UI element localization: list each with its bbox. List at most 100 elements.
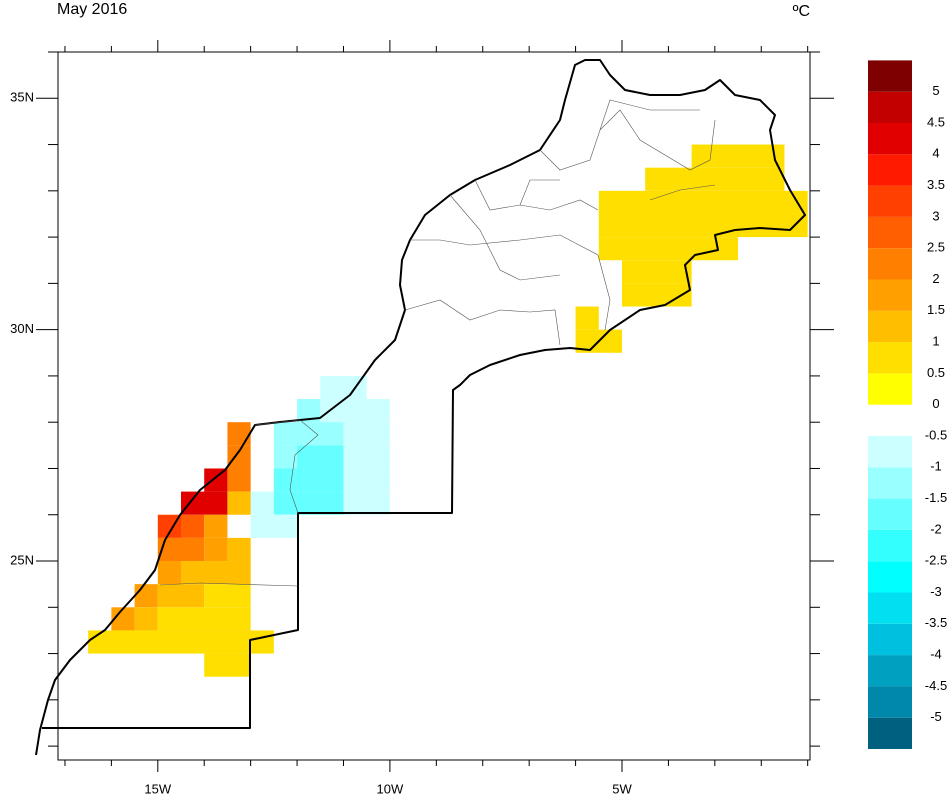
colorbar-label: 5 [932,83,939,98]
colorbar-label: -4.5 [925,678,947,693]
grid-cell [297,399,321,423]
colorbar-box [868,310,912,343]
grid-cell [134,607,158,631]
grid-cell [227,468,251,492]
grid-cell [181,491,228,515]
colorbar-box [868,404,912,436]
grid-cell [273,445,298,469]
y-tick-label: 25N [10,552,34,567]
grid-cell [273,422,344,446]
grid-cell [320,375,367,400]
colorbar-box [868,436,912,468]
country-border [35,59,806,756]
grid-cell [204,537,228,562]
grid-cell [227,445,251,469]
x-tick-label: 15W [144,781,171,796]
grid-cell [691,144,785,168]
colorbar-box [868,623,912,656]
grid-cell [622,260,692,284]
colorbar-box [868,185,912,217]
grid-cell [250,514,298,538]
colorbar-label: 0.5 [927,365,945,380]
colorbar-label: 4 [932,146,939,161]
x-tick-label: 10W [377,781,404,796]
map-frame [57,51,811,761]
colorbar-box [868,529,912,562]
colorbar-label: 0 [932,396,939,411]
colorbar-box [868,91,912,123]
colorbar-label: -3.5 [925,615,947,630]
grid-cell [157,537,205,562]
grid-cell [204,584,251,608]
grid-cell [273,491,344,515]
grid-cell [181,561,251,585]
region-border [159,99,716,587]
colorbar-label: -3 [930,584,942,599]
grid-cell [227,491,251,515]
y-tick-label: 35N [10,90,34,105]
grid-cell [598,237,739,261]
grid-cell [645,167,785,191]
grid-cell [134,584,158,608]
colorbar-label: 1 [932,334,939,349]
grid-cell [273,468,344,492]
grid-cell [250,491,274,515]
colorbar-label: -5 [930,709,942,724]
boundaries [35,59,806,756]
grid-cell [227,537,251,562]
grid-cell [598,213,808,238]
colorbar-label: -1.5 [925,490,947,505]
grid-cell [157,607,251,631]
grid-cell [343,445,390,469]
grid-cell [204,468,228,492]
colorbar-box [868,373,912,405]
grid-cell [204,653,251,677]
grid-cell [343,491,390,515]
colorbar-label: -1 [930,459,942,474]
cell-layer [88,144,808,677]
colorbar-box [868,592,912,624]
colorbar-box [868,717,912,749]
colorbar-label: -2 [930,521,942,536]
colorbar-label: -2.5 [925,553,947,568]
map-title: May 2016 [57,1,127,18]
grid-cell [297,445,344,469]
colorbar-box [868,467,912,499]
grid-cell [157,561,182,585]
grid-cell [181,514,205,538]
colorbar-box [868,279,912,311]
grid-cell [204,514,228,538]
colorbar-box [868,60,912,92]
colorbar-box [868,498,912,530]
colorbar-label: 3.5 [927,177,945,192]
colorbar-box [868,686,912,718]
grid-cell [227,422,251,446]
grid-cell [88,630,274,654]
grid-cell [575,306,599,330]
grid-cell [157,514,182,538]
colorbar-box [868,342,912,374]
colorbar-box [868,248,912,280]
grid-cell [343,468,390,492]
colorbar-label: 1.5 [927,302,945,317]
colorbar-box [868,154,912,186]
colorbar-label: 2.5 [927,240,945,255]
x-tick-label: 5W [612,781,632,796]
colorbar-label: -0.5 [925,427,947,442]
grid-cell [622,283,692,307]
grid-cell [111,607,135,631]
grid-cell [157,584,205,608]
colorbar-box [868,123,912,155]
colorbar-label: 3 [932,208,939,223]
grid-cell [598,190,808,214]
colorbar-label: 2 [932,271,939,286]
y-tick-label: 30N [10,321,34,336]
colorbar-box [868,655,912,687]
colorbar-label: 4.5 [927,114,945,129]
colorbar-label: -4 [930,647,942,662]
unit-label: ºC [793,3,810,20]
colorbar-box [868,561,912,593]
grid-cell [343,422,390,446]
colorbar-box [868,216,912,249]
